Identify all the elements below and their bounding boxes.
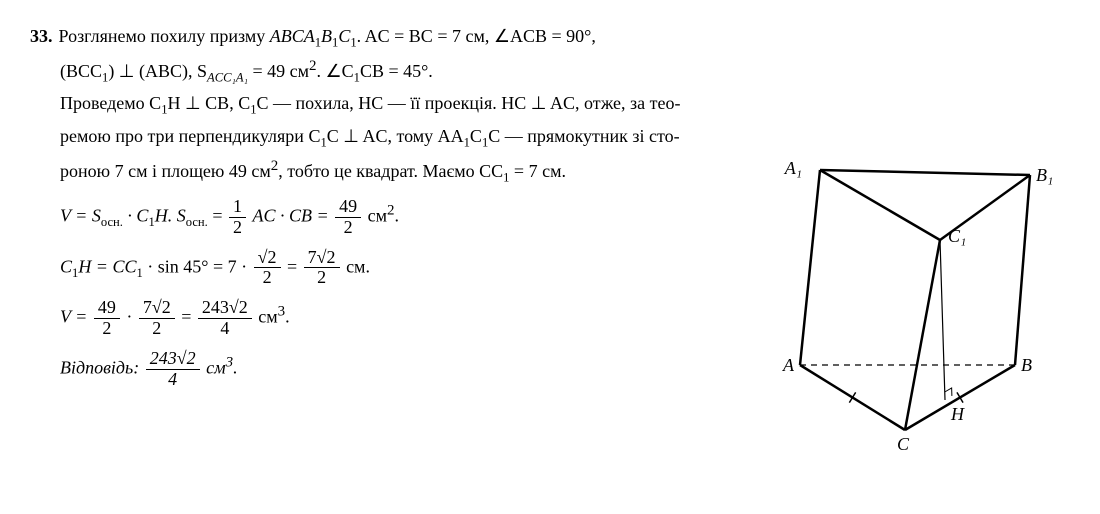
f1s3: осн. xyxy=(186,215,208,229)
t4a: ремою про три перпендикуляри C xyxy=(60,126,320,146)
svg-text:A₁: A₁ xyxy=(784,158,802,178)
ans-label: Відповідь: xyxy=(60,357,144,377)
svg-text:B₁: B₁ xyxy=(1036,165,1053,185)
problem-line-3: Проведемо C1H ⊥ CB, C1C — похила, HC — ї… xyxy=(60,91,755,119)
f1f2d: 2 xyxy=(335,218,361,238)
f2a: C xyxy=(60,256,72,276)
prism-diagram: A₁ B₁ C₁ A B C H xyxy=(770,140,1070,460)
t1p3: C xyxy=(338,26,350,46)
problem-line-4: ремою про три перпендикуляри C1C ⊥ AC, т… xyxy=(60,124,755,152)
t3a: Проведемо C xyxy=(60,93,161,113)
f1u: см xyxy=(363,206,387,226)
f2c: · sin 45° = 7 · xyxy=(143,256,252,276)
problem-line-2: (BCC1) ⊥ (ABC), SACC₁A₁ = 49 см2. ∠C1CB … xyxy=(60,56,755,87)
f3f3d: 4 xyxy=(198,319,252,339)
t3c: C — похила, HC — її проекція. HC ⊥ AC, о… xyxy=(257,93,681,113)
f2f1n: √2 xyxy=(254,248,281,269)
f1f1n: 1 xyxy=(229,197,246,218)
t2d: . ∠C xyxy=(316,61,353,81)
t2b: ) ⊥ (ABC), S xyxy=(108,61,207,81)
f2f1d: 2 xyxy=(254,268,281,288)
t1p: ABCA xyxy=(270,26,315,46)
f1d: = xyxy=(208,206,227,226)
f1sup: 2 xyxy=(387,203,395,219)
f3b: · xyxy=(122,307,137,327)
svg-text:C₁: C₁ xyxy=(948,226,966,246)
f3c: = xyxy=(177,307,196,327)
svg-text:B: B xyxy=(1021,355,1032,375)
t4c: C xyxy=(470,126,482,146)
t1p2: B xyxy=(321,26,332,46)
t1a: Розглянемо похилу призму xyxy=(59,26,270,46)
f1b: · C xyxy=(123,206,149,226)
f2f2n: 7√2 xyxy=(304,248,340,269)
f2f2d: 2 xyxy=(304,268,340,288)
f3f2d: 2 xyxy=(139,319,175,339)
f3f1n: 49 xyxy=(94,298,120,319)
f2d: = xyxy=(283,256,302,276)
t2a: (BCC xyxy=(60,61,102,81)
f1e: AC · CB = xyxy=(248,206,333,226)
f2u: см. xyxy=(342,256,370,276)
f1a: V = S xyxy=(60,206,101,226)
problem-line-5: роною 7 см і площею 49 см2, тобто це ква… xyxy=(60,156,755,187)
problem-line-1: 33. Розглянемо похилу призму ABCA1B1C1. … xyxy=(30,24,755,52)
f1dot: . xyxy=(395,206,400,226)
f3f2n: 7√2 xyxy=(139,298,175,319)
ans-num: 243√2 xyxy=(146,349,200,370)
formula-2: C1H = CC1 · sin 45° = 7 · √22 = 7√22 см. xyxy=(60,248,755,289)
text-column: 33. Розглянемо похилу призму ABCA1B1C1. … xyxy=(30,20,770,389)
f2b: H = CC xyxy=(78,256,136,276)
f3a: V = xyxy=(60,307,92,327)
svg-text:H: H xyxy=(950,404,965,424)
ans-sup: 3 xyxy=(226,354,234,370)
f1s1: осн. xyxy=(101,215,123,229)
f1c: H. S xyxy=(155,206,186,226)
t3b: H ⊥ CB, C xyxy=(168,93,251,113)
f1f2n: 49 xyxy=(335,197,361,218)
figure-column: A₁ B₁ C₁ A B C H xyxy=(770,20,1070,460)
t2s2: ACC₁A₁ xyxy=(207,71,248,85)
t2c: = 49 см xyxy=(248,61,309,81)
ans-dot: . xyxy=(233,357,238,377)
svg-text:A: A xyxy=(782,355,795,375)
f3u: см xyxy=(254,307,278,327)
formula-3: V = 492 · 7√22 = 243√24 см3. xyxy=(60,298,755,339)
f3f1d: 2 xyxy=(94,319,120,339)
t4b: C ⊥ AC, тому AA xyxy=(327,126,464,146)
f3dot: . xyxy=(285,307,290,327)
t4d: C — прямокутник зі сто- xyxy=(488,126,679,146)
t5a: роною 7 см і площею 49 см xyxy=(60,161,271,181)
svg-text:C: C xyxy=(897,434,910,454)
answer-line: Відповідь: 243√24 см3. xyxy=(60,349,755,390)
ans-unit: см xyxy=(202,357,226,377)
t2e: CB = 45°. xyxy=(360,61,433,81)
f3f3n: 243√2 xyxy=(198,298,252,319)
t1b: . AC = BC = 7 см, ∠ACB = 90°, xyxy=(357,26,596,46)
f1f1d: 2 xyxy=(229,218,246,238)
problem-number: 33. xyxy=(30,24,53,49)
ans-den: 4 xyxy=(146,370,200,390)
formula-1: V = Sосн. · C1H. Sосн. = 12 AC · CB = 49… xyxy=(60,197,755,238)
t5c: = 7 см. xyxy=(509,161,566,181)
t5b: , тобто це квадрат. Маємо CC xyxy=(278,161,503,181)
